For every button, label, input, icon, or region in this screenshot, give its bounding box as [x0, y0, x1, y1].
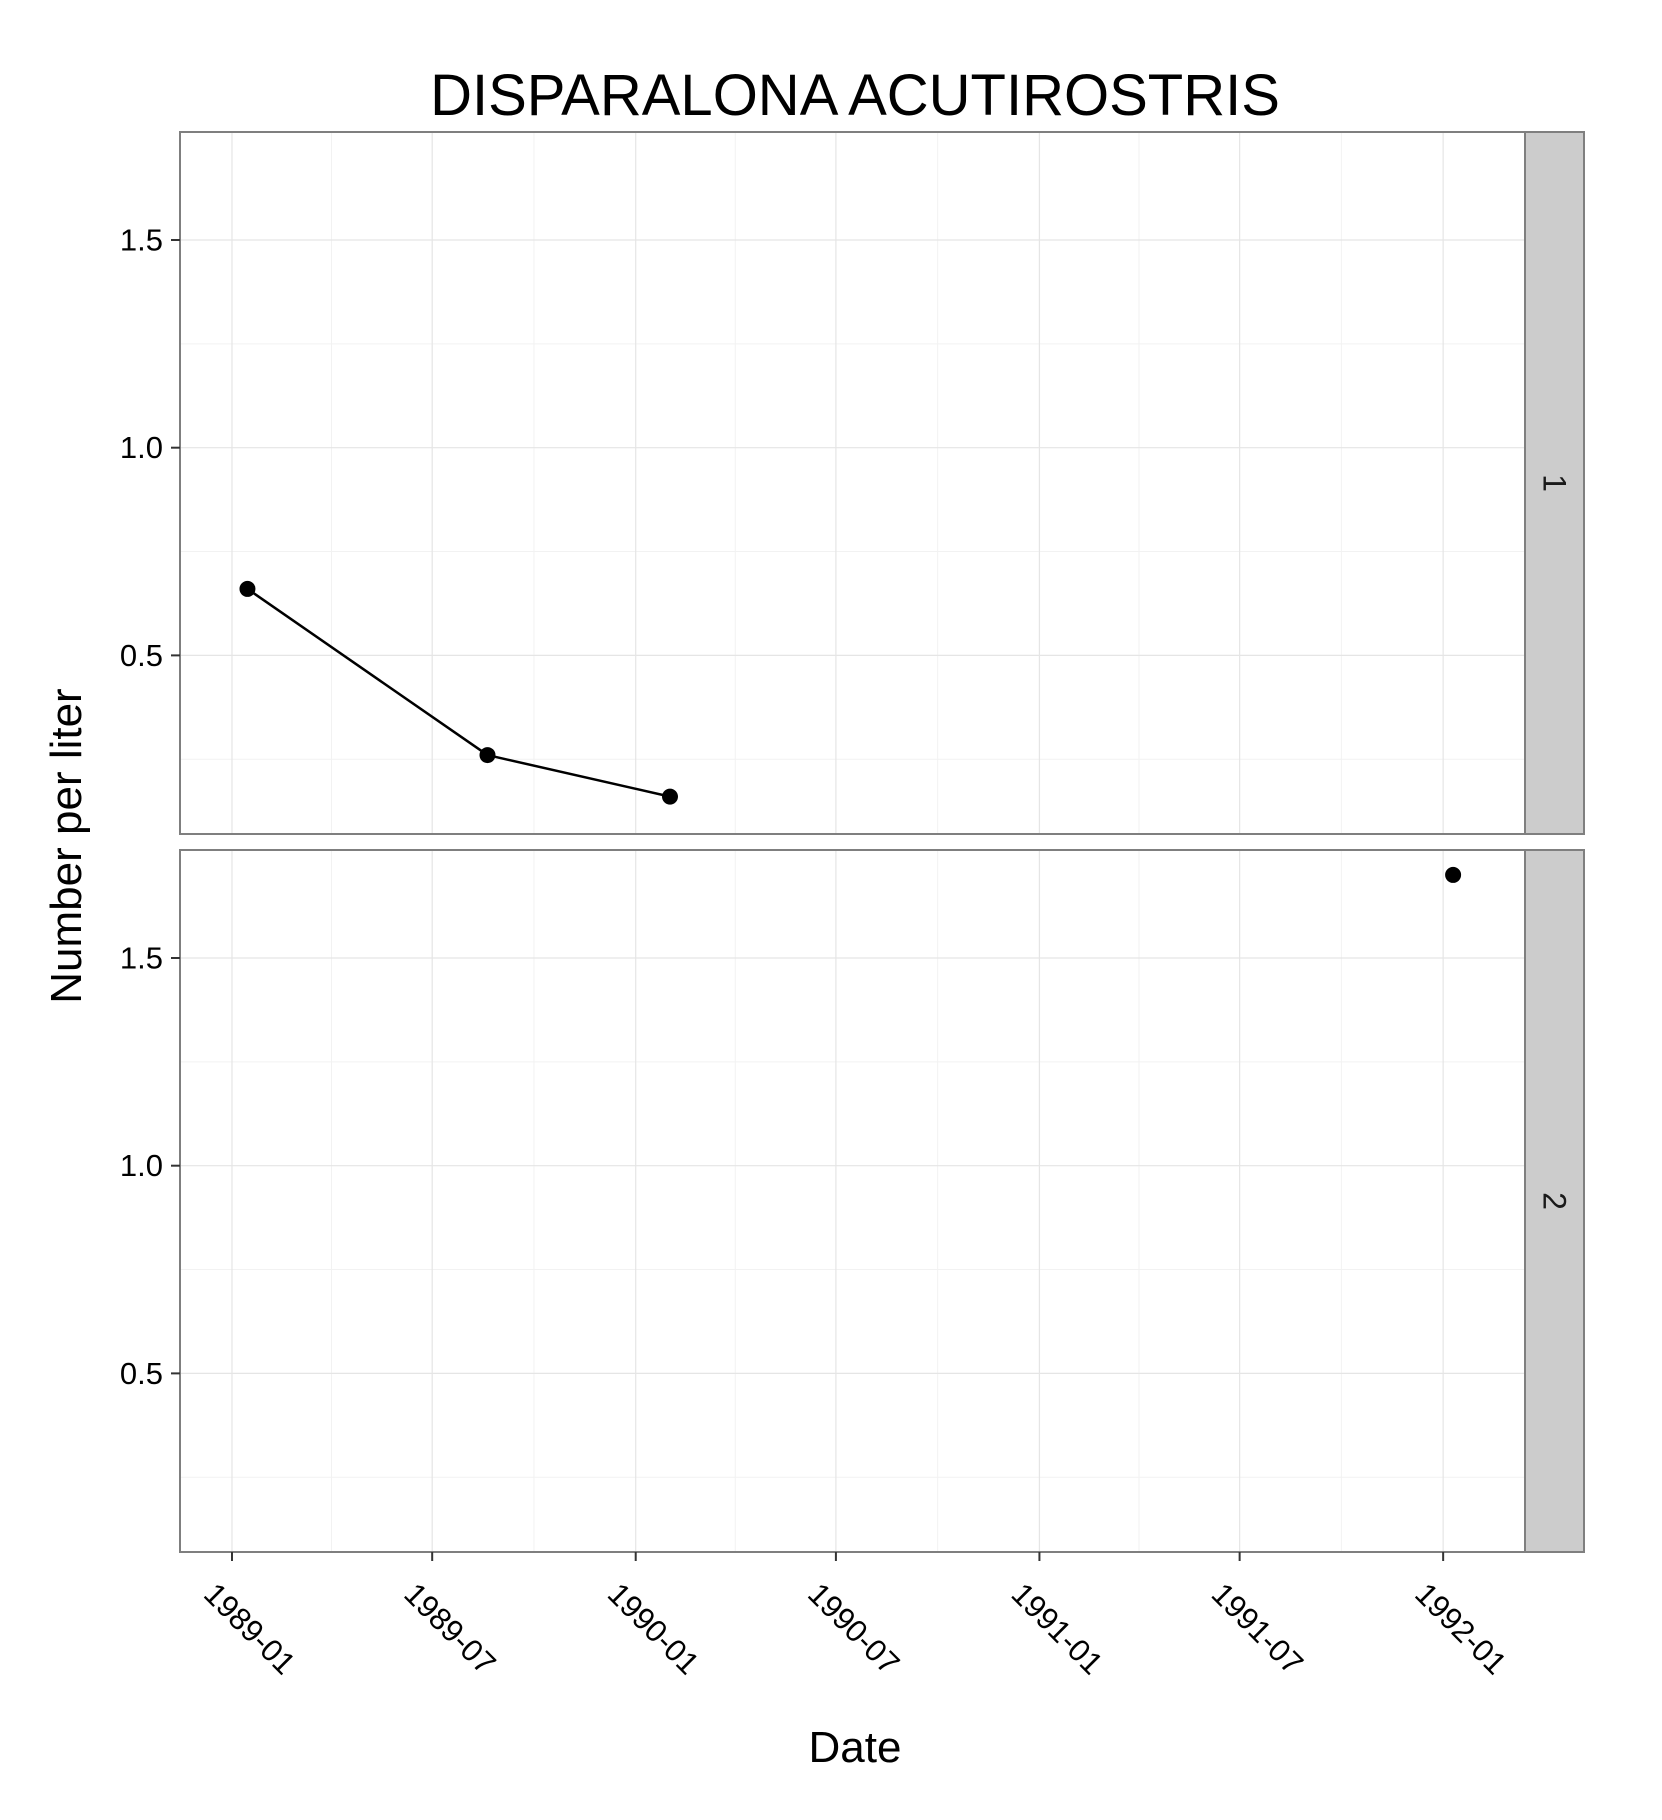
x-tick-label: 1990-01: [601, 1576, 706, 1681]
y-tick-label: 1.0: [120, 1148, 163, 1183]
y-axis-title: Number per liter: [42, 688, 91, 1003]
facet-strip-label: 1: [1537, 474, 1573, 492]
x-axis-title: Date: [809, 1723, 902, 1772]
data-point: [661, 788, 678, 805]
y-tick-label: 1.5: [120, 941, 163, 976]
x-tick-label: 1991-07: [1205, 1576, 1310, 1681]
facet-strip: [1524, 131, 1585, 835]
y-tick-label: 0.5: [120, 638, 163, 673]
x-tick-label: 1989-01: [197, 1576, 302, 1681]
data-point: [1445, 866, 1462, 883]
chart-title: DISPARALONA ACUTIROSTRIS: [430, 63, 1280, 128]
facet-strip-label: 2: [1537, 1192, 1573, 1210]
y-tick-label: 1.0: [120, 430, 163, 465]
data-point: [239, 580, 256, 597]
y-tick-label: 0.5: [120, 1356, 163, 1391]
x-tick-label: 1991-01: [1005, 1576, 1110, 1681]
x-tick-label: 1989-07: [397, 1576, 502, 1681]
x-axis: 1989-01 1989-07 1990-01 1990-07 1991-01 1991-…: [197, 1552, 1514, 1681]
data-point: [479, 747, 496, 764]
y-tick-label: 1.5: [120, 223, 163, 258]
facet-panels: 1 0.5 1.0 1.5 2 0.5 1.0 1.5: [120, 131, 1585, 1553]
x-tick-label: 1992-01: [1408, 1576, 1513, 1681]
facet-panel-2: 2 0.5 1.0 1.5: [120, 849, 1585, 1553]
x-tick-label: 1990-07: [801, 1576, 906, 1681]
facet-panel-1: 1 0.5 1.0 1.5: [120, 131, 1585, 835]
panel-background: [180, 850, 1525, 1552]
facet-strip: [1524, 849, 1585, 1553]
panel-background: [180, 132, 1525, 834]
